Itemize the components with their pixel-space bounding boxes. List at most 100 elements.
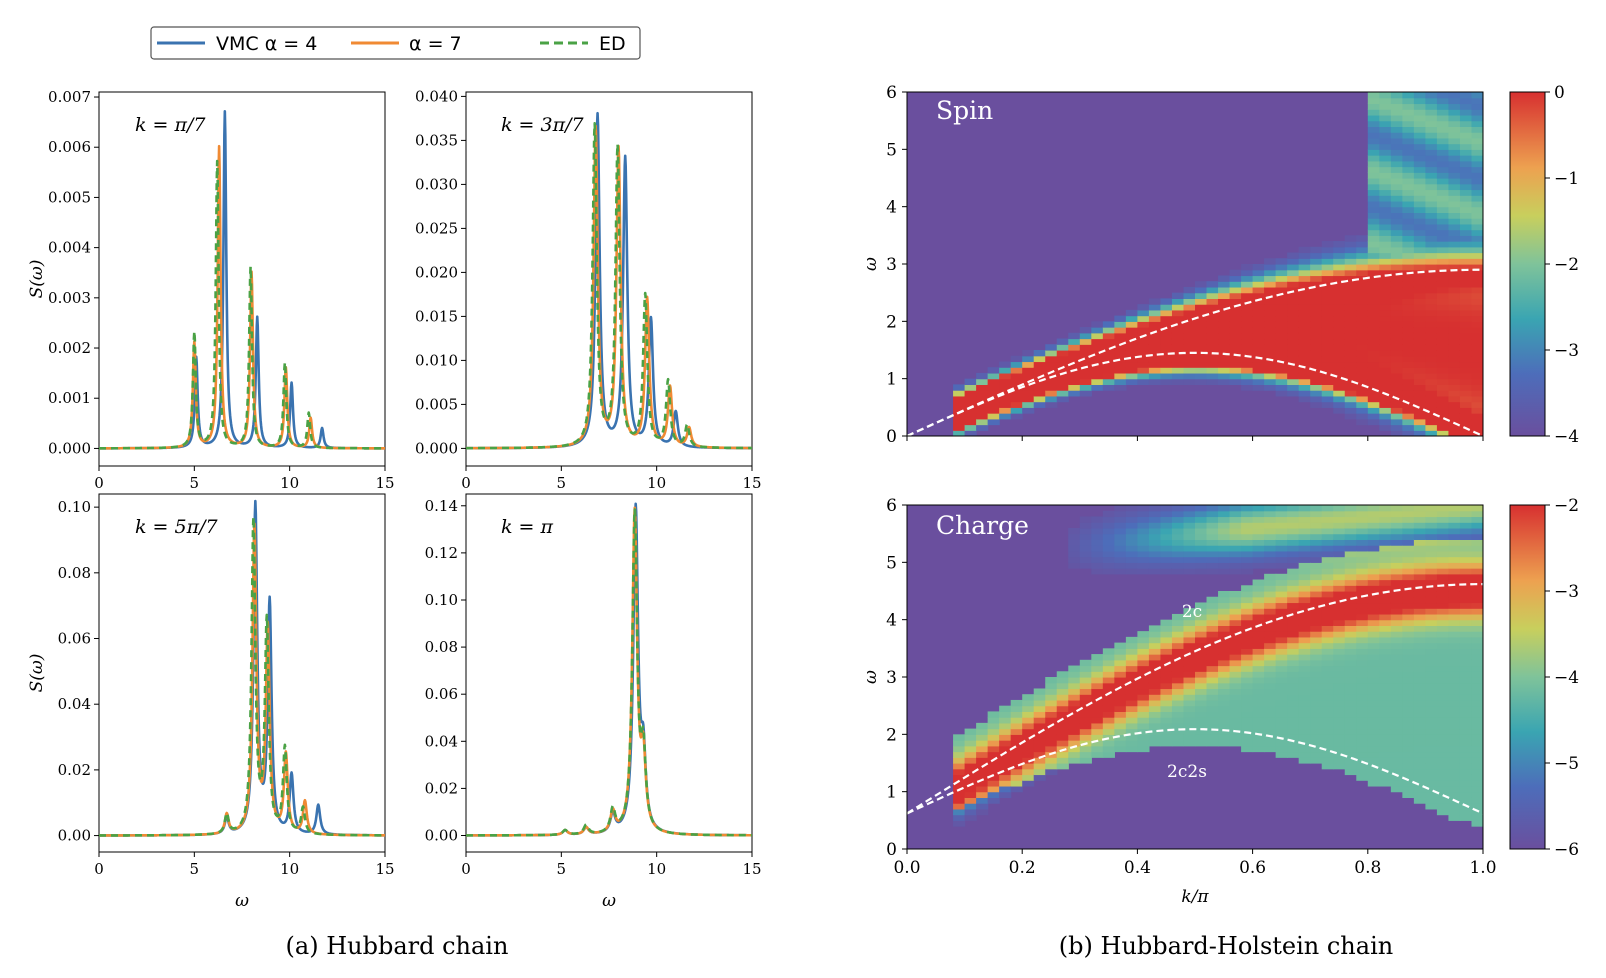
y-tick-label: 0.035 bbox=[415, 131, 458, 149]
heatmap-cell bbox=[1010, 711, 1023, 718]
heatmap-cell bbox=[1195, 281, 1208, 288]
x-tick-label: 5 bbox=[557, 474, 567, 492]
heatmap-cell bbox=[1183, 625, 1196, 632]
heatmap-cell bbox=[964, 791, 977, 798]
heatmap-cell bbox=[1390, 218, 1403, 225]
heatmap-cell bbox=[1436, 183, 1450, 191]
heatmap-cell bbox=[1160, 527, 1173, 535]
heatmap-cell bbox=[1137, 516, 1150, 523]
heatmap-cell bbox=[1148, 533, 1162, 540]
heatmap-cell bbox=[1298, 728, 1311, 735]
heatmap-cell bbox=[1010, 774, 1023, 781]
heatmap-cell bbox=[1367, 539, 1380, 546]
heatmap-cell bbox=[1459, 751, 1473, 758]
heatmap-cell bbox=[1413, 579, 1426, 586]
heatmap-cell bbox=[1379, 745, 1392, 753]
heatmap-cell bbox=[1321, 648, 1334, 655]
heatmap-cell bbox=[1459, 332, 1473, 340]
heatmap-cell bbox=[1206, 516, 1219, 523]
heatmap-cell bbox=[976, 780, 989, 787]
heatmap-cell bbox=[1390, 160, 1403, 168]
heatmap-cell bbox=[1379, 682, 1392, 690]
heatmap-cell bbox=[1379, 545, 1392, 552]
heatmap-cell bbox=[1298, 246, 1311, 254]
heatmap-cell bbox=[1448, 814, 1461, 821]
heatmap-cell bbox=[1206, 642, 1219, 649]
y-tick-label: 6 bbox=[886, 83, 897, 103]
heatmap-cell bbox=[1218, 510, 1231, 518]
heatmap-cell bbox=[1114, 642, 1127, 649]
heatmap-cell bbox=[1252, 734, 1265, 741]
heatmap-cell bbox=[1125, 309, 1138, 317]
heatmap-cell bbox=[1344, 717, 1357, 724]
heatmap-cell bbox=[1183, 545, 1196, 552]
heatmap-cell bbox=[1022, 705, 1035, 712]
heatmap-cell bbox=[1379, 384, 1392, 391]
heatmap-cell bbox=[1436, 424, 1450, 431]
heatmap-cell bbox=[1390, 155, 1403, 162]
heatmap-cell bbox=[1275, 350, 1288, 357]
heatmap-cell bbox=[1045, 677, 1058, 684]
heatmap-cell bbox=[1171, 734, 1185, 741]
heatmap-cell bbox=[1218, 275, 1231, 282]
heatmap-cell bbox=[1459, 350, 1473, 357]
heatmap-cell bbox=[1148, 694, 1162, 701]
heatmap-cell bbox=[1241, 344, 1254, 351]
heatmap-cell bbox=[1275, 625, 1288, 632]
heatmap-cell bbox=[1218, 292, 1231, 299]
heatmap-cell bbox=[1091, 550, 1104, 558]
heatmap-cell bbox=[1287, 596, 1300, 604]
heatmap-cell bbox=[1333, 350, 1346, 357]
heatmap-cell bbox=[1425, 596, 1438, 604]
heatmap-cell bbox=[1206, 688, 1219, 695]
heatmap-cell bbox=[1264, 258, 1277, 265]
heatmap-cell bbox=[1229, 625, 1242, 632]
heatmap-cell bbox=[1413, 160, 1426, 168]
heatmap-cell bbox=[1448, 774, 1461, 781]
heatmap-cell bbox=[1310, 550, 1323, 558]
heatmap-cell bbox=[1114, 711, 1127, 718]
heatmap-cell bbox=[1160, 625, 1173, 632]
heatmap-cell bbox=[1148, 568, 1162, 575]
heatmap-cell bbox=[1275, 539, 1288, 546]
heatmap-cell bbox=[976, 785, 989, 793]
heatmap-cell bbox=[1148, 309, 1162, 317]
heatmap-cell bbox=[1402, 304, 1415, 311]
heatmap-cell bbox=[1436, 321, 1450, 328]
heatmap-cell bbox=[1448, 671, 1461, 678]
heatmap-cell bbox=[1125, 745, 1138, 753]
heatmap-cell bbox=[1033, 355, 1046, 363]
heatmap-cell bbox=[1252, 705, 1265, 712]
heatmap-cell bbox=[1298, 585, 1311, 592]
heatmap-cell bbox=[1390, 619, 1403, 626]
heatmap-cell bbox=[1321, 642, 1334, 649]
heatmap-cell bbox=[1390, 401, 1403, 408]
heatmap-cell bbox=[1148, 728, 1162, 735]
heatmap-cell bbox=[1390, 97, 1403, 105]
heatmap-cell bbox=[1379, 281, 1392, 288]
y-tick-label: 0.02 bbox=[58, 761, 91, 779]
heatmap-cell bbox=[1148, 734, 1162, 741]
colorbar-gradient bbox=[1509, 91, 1546, 437]
heatmap-cell bbox=[999, 361, 1012, 368]
heatmap-cell bbox=[1287, 699, 1300, 707]
heatmap-cell bbox=[1402, 677, 1415, 684]
heatmap-cell bbox=[1183, 315, 1196, 322]
heatmap-cell bbox=[1310, 304, 1323, 311]
y-tick-label: 0.006 bbox=[48, 138, 91, 156]
heatmap-cell bbox=[1425, 757, 1438, 764]
heatmap-cell bbox=[1206, 355, 1219, 363]
heatmap-cell bbox=[1333, 355, 1346, 363]
heatmap-cell bbox=[1102, 516, 1115, 523]
heatmap-cell bbox=[1367, 516, 1380, 523]
heatmap-cell bbox=[1275, 602, 1288, 609]
heatmap-cell bbox=[953, 740, 966, 747]
heatmap-cell bbox=[1056, 372, 1069, 380]
heatmap-cell bbox=[1171, 705, 1185, 712]
heatmap-cell bbox=[1114, 665, 1127, 672]
heatmap-cell bbox=[1448, 292, 1461, 299]
heatmap-cell bbox=[999, 745, 1012, 753]
legend-label-alpha7: α = 7 bbox=[409, 33, 462, 55]
heatmap-cell bbox=[1183, 642, 1196, 649]
heatmap-cell bbox=[1114, 671, 1127, 678]
